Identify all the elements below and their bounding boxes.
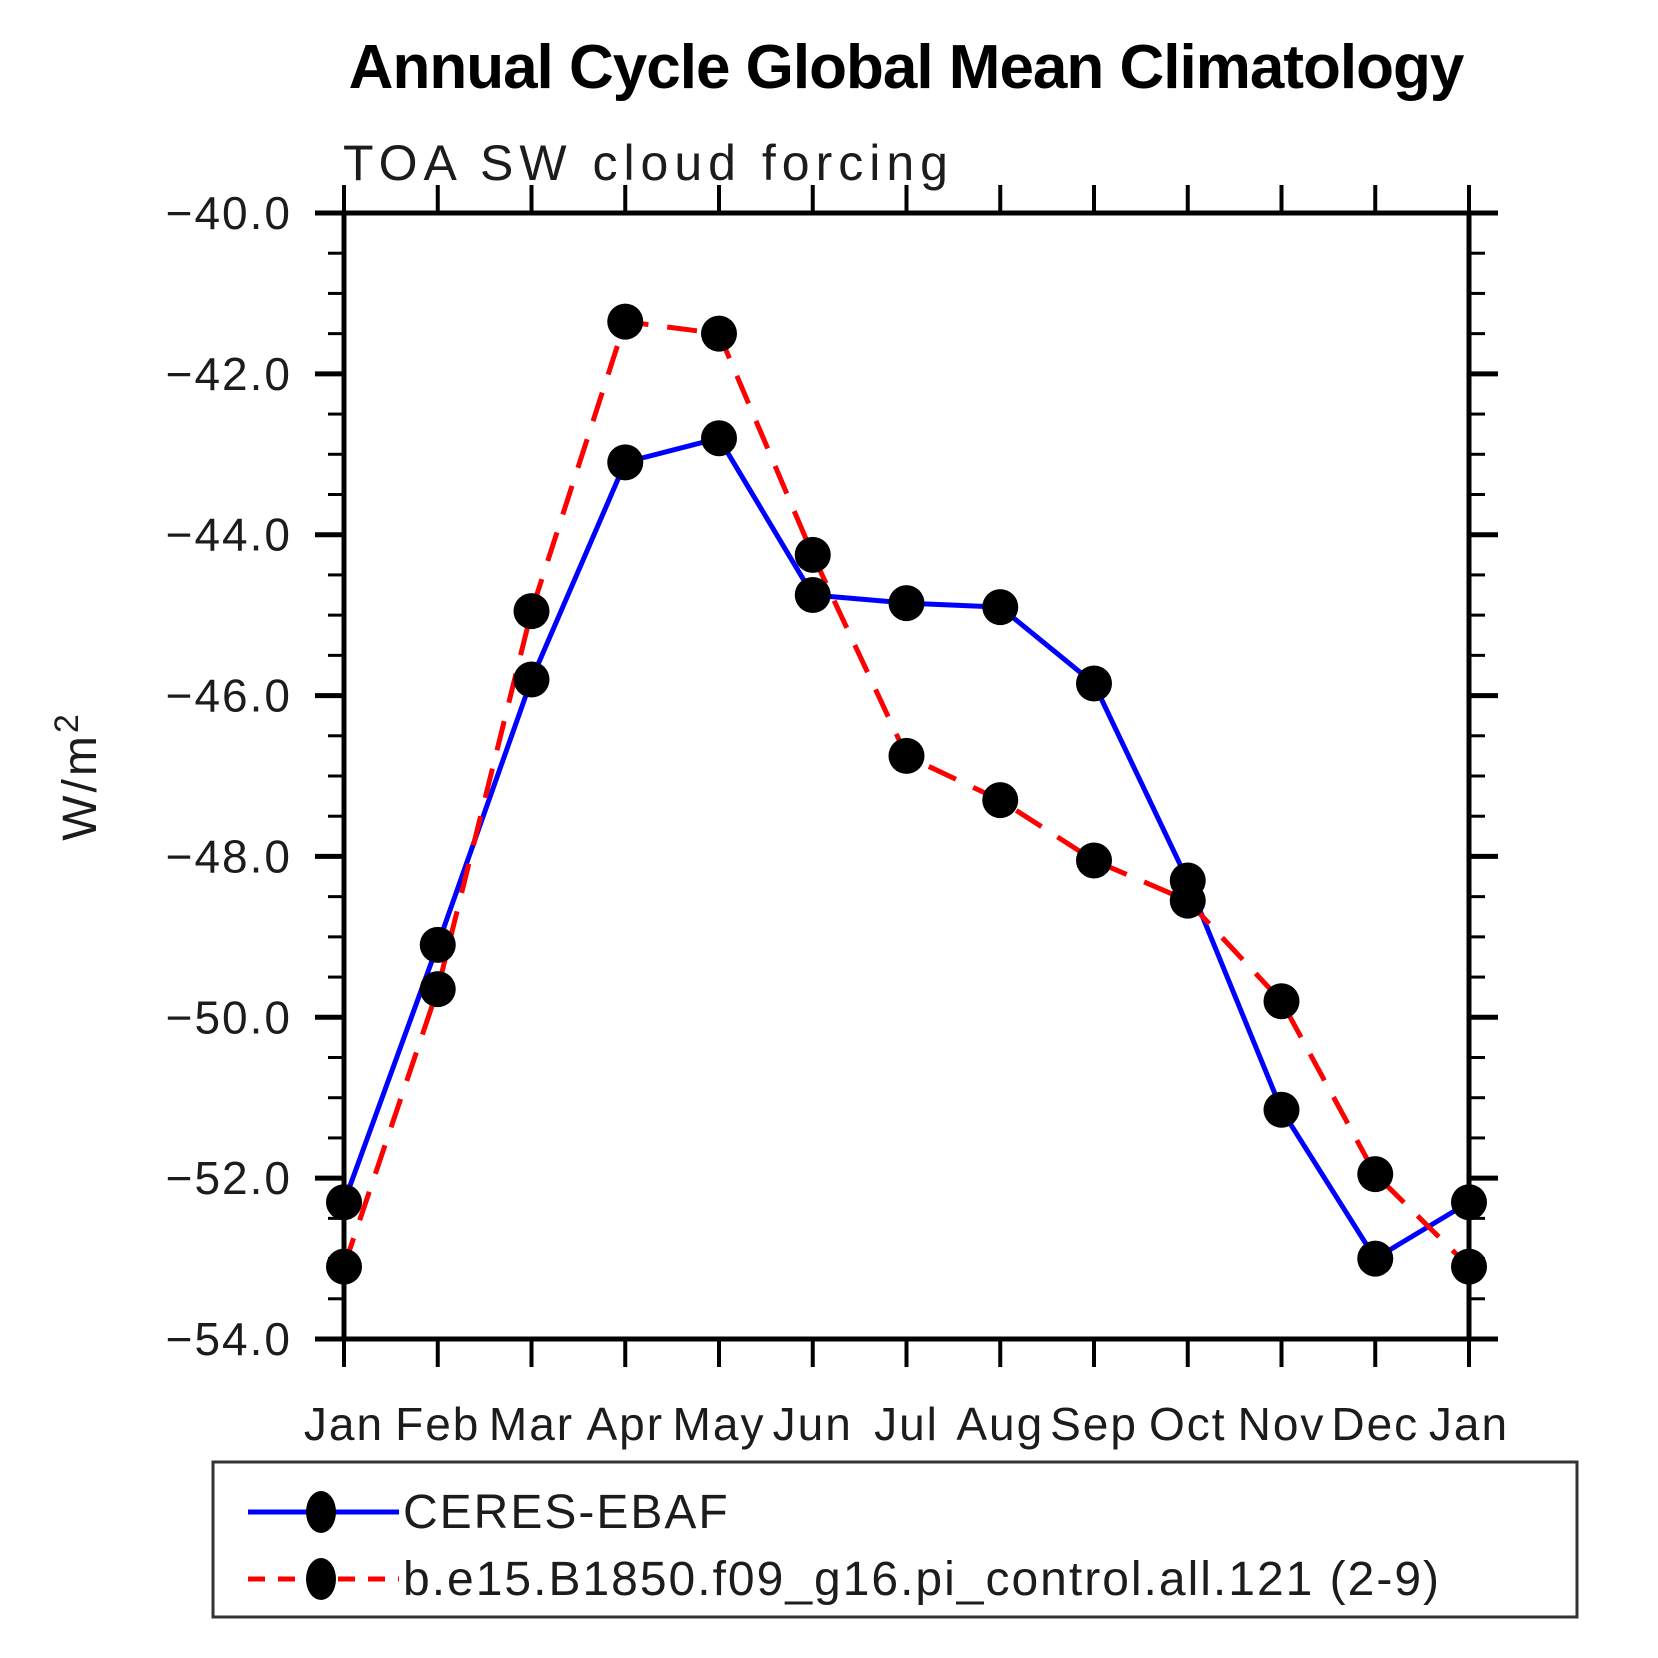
legend-label-model-run: b.e15.B1850.f09_g16.pi_control.all.121 (… [403,1553,1441,1606]
y-axis-label: W/m2 [48,711,107,841]
x-tick-label: May [673,1398,766,1450]
series-line-0 [341,435,1471,1262]
x-tick-label: Feb [395,1398,480,1450]
data-point-series-1 [1451,1248,1487,1285]
legend-marker-dot [306,1558,336,1600]
data-point-series-1 [1076,842,1112,879]
legend: CERES-EBAF b.e15.B1850.f09_g16.pi_contro… [211,1460,1579,1619]
legend-label-ceres-ebaf: CERES-EBAF [403,1486,730,1539]
x-tick-label: Nov [1238,1398,1326,1450]
data-point-series-0 [701,420,737,457]
x-tick-label: Dec [1331,1398,1419,1450]
series-line-1 [341,319,1471,1269]
x-tick-label: Jan [1429,1398,1509,1450]
data-point-series-1 [1263,983,1300,1020]
data-point-series-1 [419,971,456,1008]
y-tick-label: −46.0 [166,670,292,722]
data-point-series-1 [982,782,1019,819]
x-tick-label: Mar [489,1398,574,1450]
x-tick-label: Aug [956,1398,1044,1450]
data-point-series-0 [794,577,831,614]
data-point-series-0 [1357,1240,1394,1277]
y-tick-label: −42.0 [166,348,292,400]
data-point-series-1 [888,737,925,774]
data-point-series-0 [419,926,456,963]
legend-box [211,1460,1579,1619]
plot-border [341,210,1472,1342]
legend-marker-dot [306,1491,336,1533]
x-tick-label: Jul [874,1398,939,1450]
data-point-series-1 [326,1248,362,1285]
data-point-series-1 [607,303,644,340]
data-point-series-1 [1357,1156,1394,1193]
y-tick-label: −40.0 [166,187,292,239]
chart-subtitle: TOA SW cloud forcing [343,135,954,191]
x-tick-label: Apr [586,1398,664,1450]
data-point-series-0 [1263,1091,1300,1128]
x-tick-label: Sep [1050,1398,1138,1450]
data-point-series-0 [607,444,644,481]
y-tick-label: −54.0 [166,1313,292,1365]
data-point-series-1 [513,593,550,630]
data-point-series-1 [701,315,737,352]
y-tick-label: −48.0 [166,830,292,882]
data-point-series-0 [888,585,925,622]
chart-title: Annual Cycle Global Mean Climatology [349,33,1465,102]
y-tick-label: −52.0 [166,1152,292,1204]
data-point-series-0 [326,1184,362,1221]
x-tick-label: Jan [304,1398,384,1450]
y-tick-label: −50.0 [166,991,292,1043]
x-tick-label: Jun [773,1398,853,1450]
x-tick-label: Oct [1149,1398,1227,1450]
data-point-series-0 [1451,1184,1487,1221]
data-point-series-0 [1076,665,1112,702]
data-point-series-0 [982,589,1019,626]
y-axis-label-unit: W/m [54,733,107,841]
y-tick-label: −44.0 [166,509,292,561]
data-point-series-1 [794,536,831,573]
data-point-series-0 [513,661,550,698]
data-point-series-1 [1169,882,1206,919]
y-axis-label-superscript: 2 [48,711,86,733]
plot-area: −40.0 −42.0 −44.0 −46.0 −48.0 −50.0 −52.0 −54.0… [166,185,1509,1450]
